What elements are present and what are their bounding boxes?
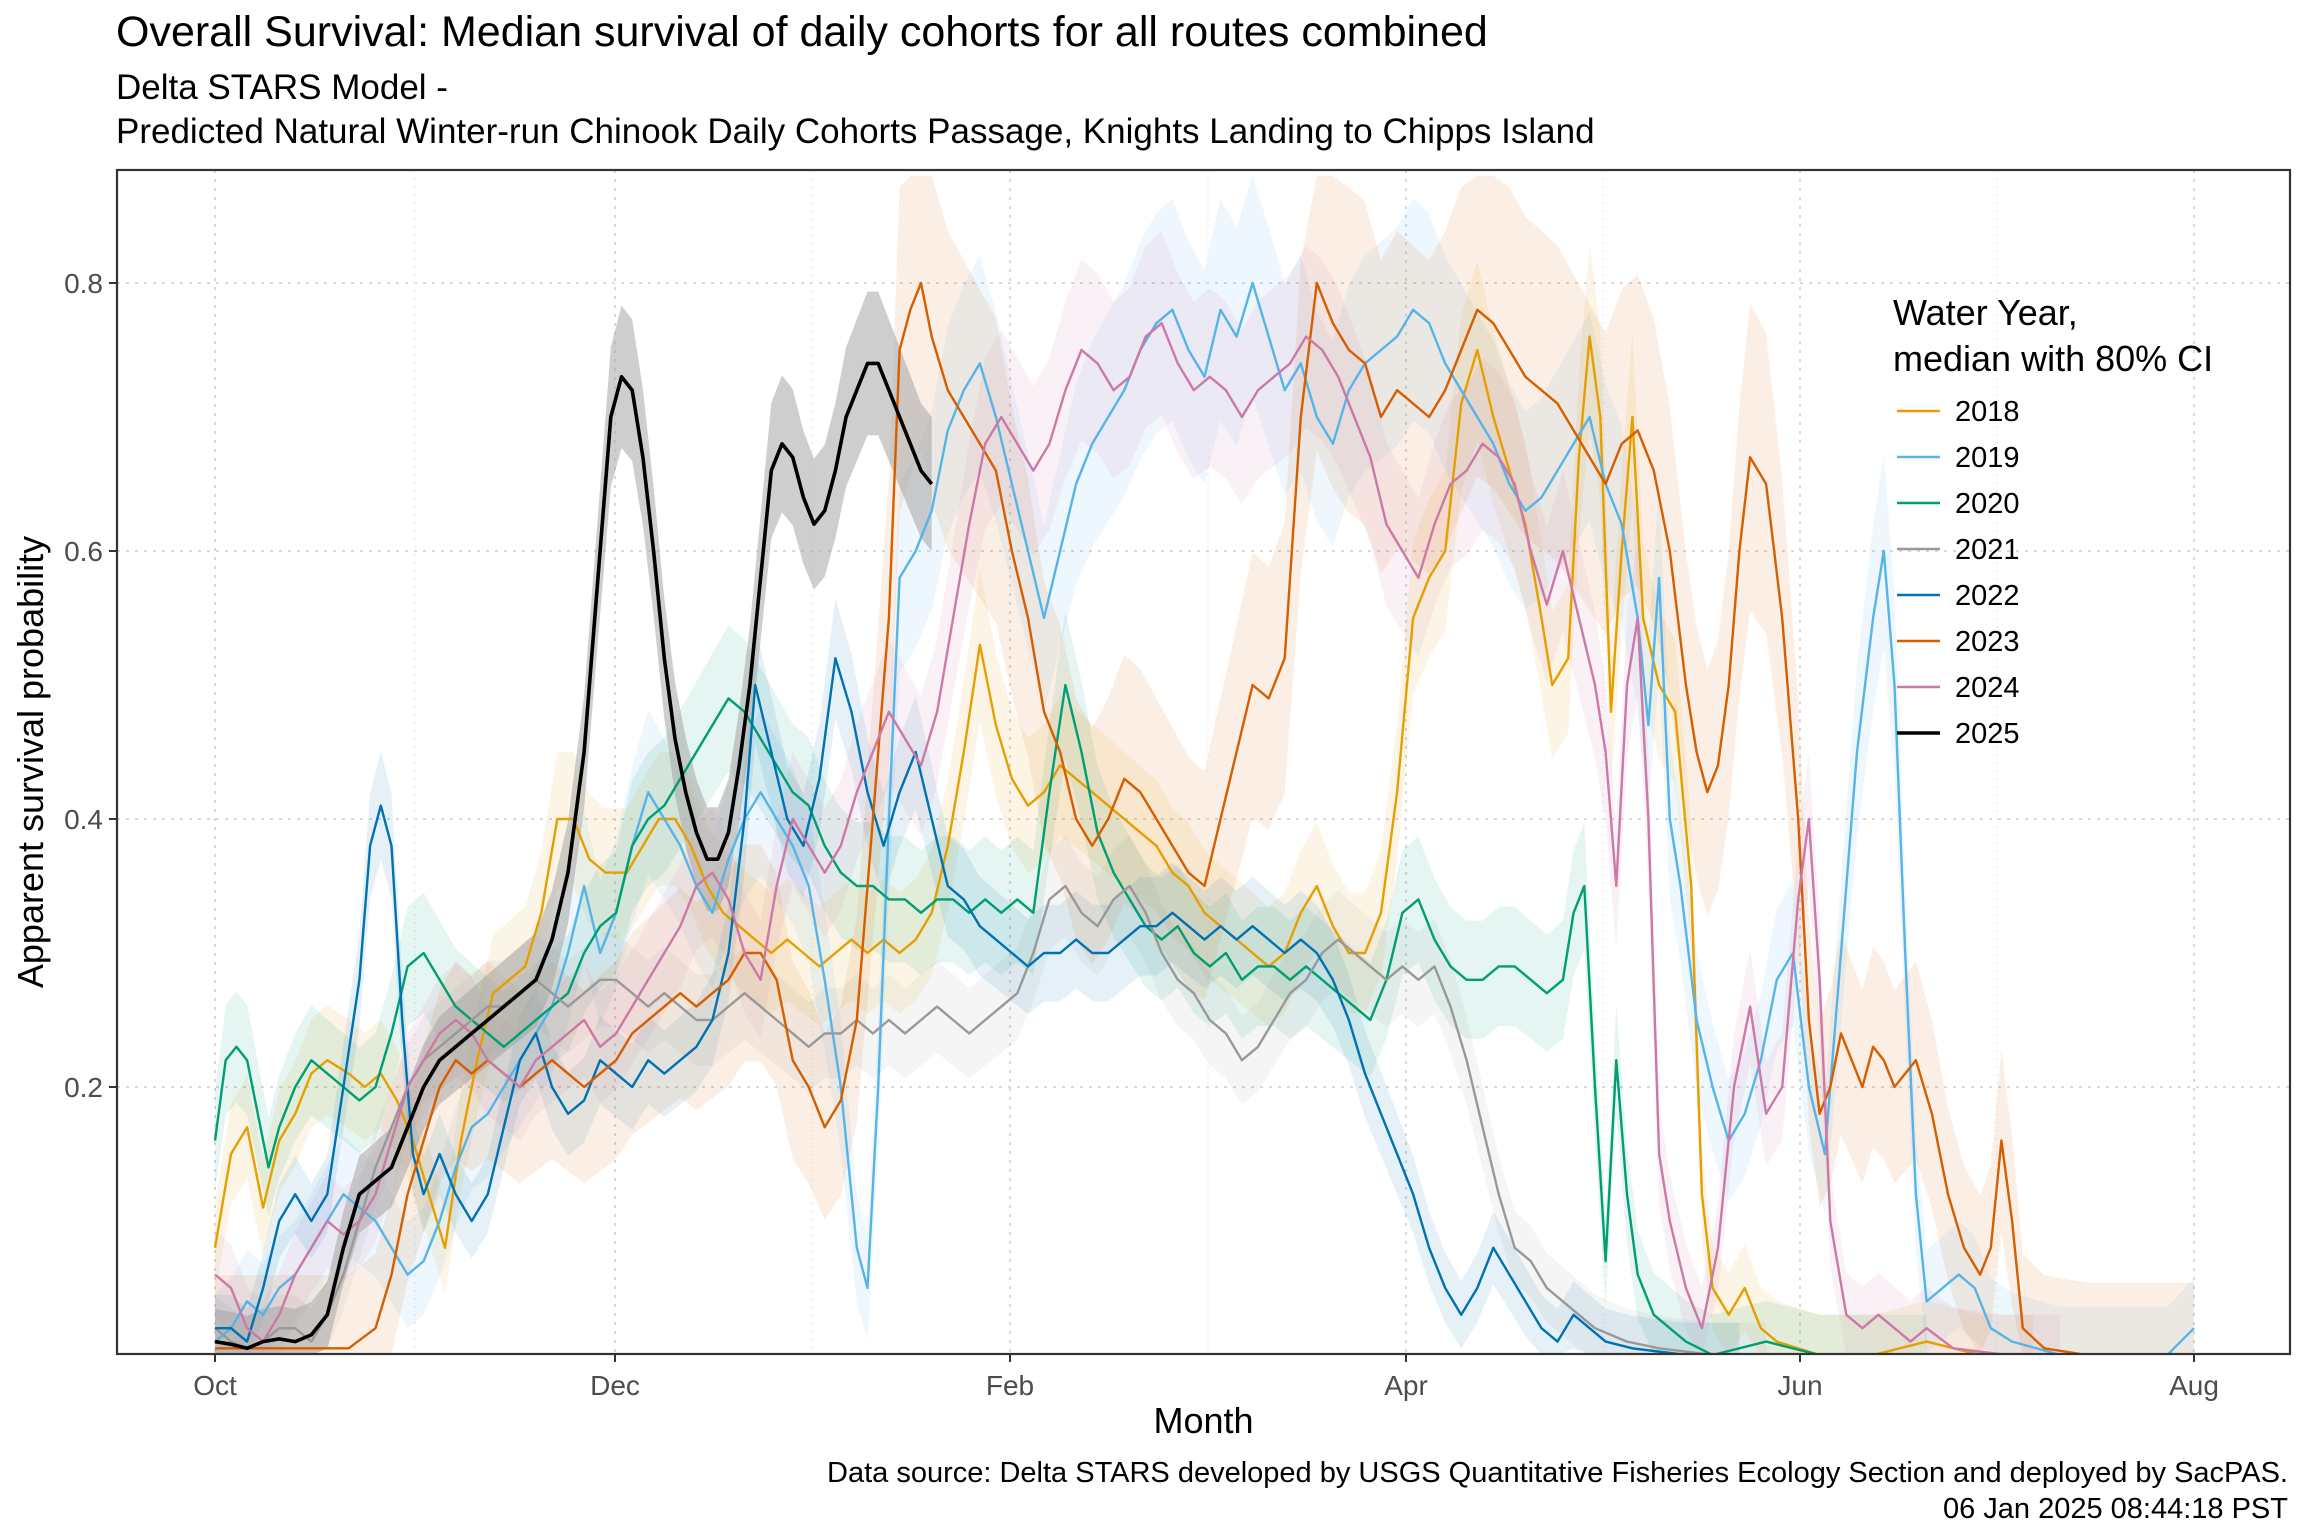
chart-subtitle-line2: Predicted Natural Winter-run Chinook Dai… <box>116 112 1595 151</box>
y-tick-label: 0.2 <box>64 1072 103 1103</box>
series-line-2023 <box>215 281 2194 1354</box>
x-tick-label: Aug <box>2169 1370 2219 1401</box>
timestamp-caption: 06 Jan 2025 08:44:18 PST <box>1942 1493 2288 1525</box>
series-line-2018 <box>213 335 2034 1354</box>
chart-subtitle-line1: Delta STARS Model - <box>116 68 448 107</box>
ci-band-2018 <box>215 245 2034 1354</box>
x-tick-label: Feb <box>986 1370 1034 1401</box>
series-line-2020 <box>213 683 1927 1354</box>
grid-lines <box>117 170 2290 1354</box>
plot-panel-border <box>115 168 2292 1356</box>
x-tick-label: Dec <box>590 1370 640 1401</box>
series-line-2025 <box>214 361 934 1351</box>
legend-label-2018: 2018 <box>1955 396 2020 428</box>
ci-band-2020 <box>215 611 1927 1354</box>
chart-title: Overall Survival: Median survival of dai… <box>116 8 1488 56</box>
legend-title-line1: Water Year, <box>1893 292 2078 333</box>
axes: 0.2 0.4 0.6 0.8 Oct Dec Feb Apr Jun Aug <box>64 268 2219 1401</box>
legend-label-2022: 2022 <box>1955 580 2020 612</box>
series-line-2024 <box>214 322 2061 1354</box>
series-line-2021 <box>214 884 1767 1354</box>
legend-label-2020: 2020 <box>1955 488 2020 520</box>
x-tick-label: Apr <box>1384 1370 1428 1401</box>
x-axis-title: Month <box>1153 1400 1253 1441</box>
legend-label-2025: 2025 <box>1955 718 2020 750</box>
x-tick-label: Jun <box>1777 1370 1822 1401</box>
y-tick-label: 0.8 <box>64 268 103 299</box>
ci-band-2019 <box>215 175 2194 1354</box>
legend-label-2019: 2019 <box>1955 442 2020 474</box>
ci-band-2021 <box>215 835 1767 1354</box>
y-tick-label: 0.4 <box>64 804 103 835</box>
median-lines <box>213 281 2195 1354</box>
y-tick-label: 0.6 <box>64 536 103 567</box>
ci-band-2023 <box>215 175 2194 1354</box>
y-axis-title: Apparent survival probability <box>10 536 51 988</box>
x-tick-label: Oct <box>193 1370 237 1401</box>
legend-label-2021: 2021 <box>1955 534 2020 566</box>
legend: Water Year, median with 80% CI 2018 2019 2… <box>1893 292 2213 750</box>
data-source-caption: Data source: Delta STARS developed by US… <box>827 1457 2288 1489</box>
legend-label-2024: 2024 <box>1955 672 2020 704</box>
legend-label-2023: 2023 <box>1955 626 2020 658</box>
series-line-2022 <box>215 657 1740 1354</box>
legend-title-line2: median with 80% CI <box>1893 338 2213 379</box>
